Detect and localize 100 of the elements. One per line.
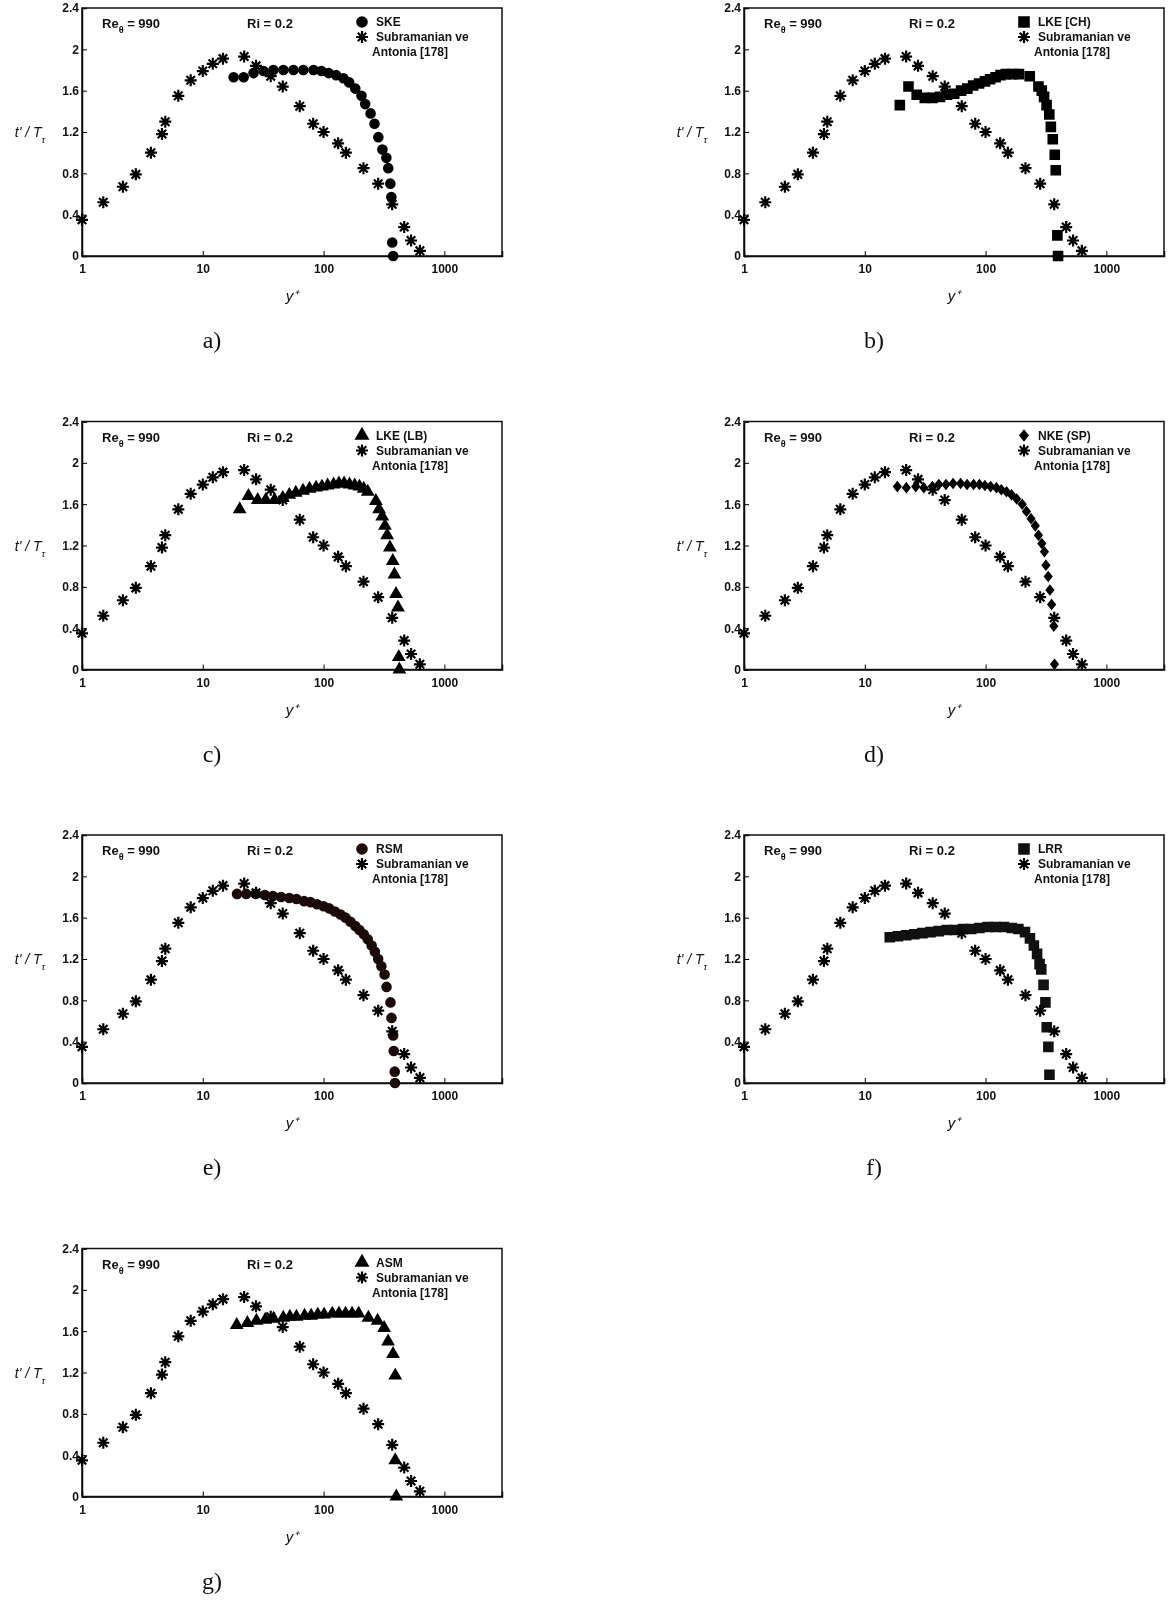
legend-label: Subramanian ve Antonia [178]	[372, 1270, 470, 1300]
text: a)	[202, 327, 222, 353]
x-tick-label: 10	[196, 1089, 211, 1104]
y-tick-label: 0.8	[62, 166, 80, 181]
annotation: Ri = 0.2	[247, 429, 293, 445]
y-tick-label: 2.4	[724, 414, 742, 429]
x-tick-label: 1	[741, 1089, 749, 1104]
x-tick-label: 1000	[431, 1089, 459, 1104]
y-tick-label: 2.4	[724, 828, 742, 843]
y-tick-label: 0.8	[62, 993, 80, 1008]
annotation: Ri = 0.2	[909, 843, 955, 858]
y-tick-label: 1.6	[724, 911, 742, 926]
x-axis-title: y⁺	[946, 287, 963, 304]
y-tick-label: 2.4	[62, 1, 80, 16]
y-axis-title: t' / T$_{τ}$	[676, 951, 709, 972]
x-tick-label: 1	[79, 262, 87, 277]
legend-label: Subramanian ve Antonia [178]	[1034, 857, 1132, 886]
y-axis-title: t' / T$_{τ}$	[676, 537, 709, 558]
y-tick-label: 0.8	[724, 166, 742, 181]
y-tick-label: 2	[72, 1283, 80, 1298]
y-tick-label: 2	[734, 456, 742, 471]
annotation: Ri = 0.2	[247, 16, 293, 31]
legend-label: Subramanian ve Antonia [178]	[372, 857, 470, 886]
y-tick-label: 1.2	[62, 1365, 80, 1380]
x-axis-title: y⁺	[946, 700, 963, 718]
x-tick-label: 100	[314, 1502, 335, 1517]
y-tick-label: 2.4	[62, 414, 80, 429]
y-tick-label: 2	[72, 869, 80, 884]
legend-label: Subramanian ve Antonia [178]	[1034, 30, 1132, 59]
y-tick-label: 0.4	[724, 621, 742, 636]
y-tick-label: 1.6	[62, 911, 80, 926]
y-axis-title: t' / T$_{τ}$	[676, 124, 709, 145]
y-tick-label: 2	[734, 869, 742, 884]
annotation: Re$_{θ}$ = 990	[764, 16, 823, 35]
x-tick-label: 100	[976, 1089, 997, 1104]
y-tick-label: 0	[72, 662, 80, 677]
text: c)	[202, 740, 222, 767]
y-tick-label: 0.4	[724, 1035, 742, 1050]
y-tick-label: 1.2	[724, 125, 742, 140]
y-tick-label: 2	[72, 42, 80, 57]
y-tick-label: 0.4	[62, 208, 80, 223]
x-tick-label: 10	[858, 1089, 873, 1104]
x-tick-label: 1000	[1093, 675, 1121, 690]
y-tick-label: 0.8	[724, 993, 742, 1008]
y-tick-label: 0.4	[724, 208, 742, 223]
y-tick-label: 0.4	[62, 1035, 80, 1050]
x-axis-title: y⁺	[284, 287, 301, 304]
y-tick-label: 1.6	[62, 1324, 80, 1339]
annotation: Ri = 0.2	[247, 1256, 293, 1272]
y-tick-label: 2.4	[62, 828, 80, 843]
y-tick-label: 1.2	[62, 538, 80, 553]
x-tick-label: 1000	[431, 675, 459, 690]
x-tick-label: 1000	[431, 262, 459, 277]
legend-label: Subramanian ve Antonia [178]	[372, 443, 470, 473]
x-tick-label: 100	[314, 1089, 335, 1104]
y-tick-label: 0	[734, 249, 742, 264]
y-tick-label: 1.6	[62, 84, 80, 99]
y-tick-label: 2	[72, 456, 80, 471]
y-tick-label: 0	[72, 249, 80, 264]
y-axis-title: t' / T$_{τ}$	[14, 951, 47, 972]
y-tick-label: 0	[734, 1076, 742, 1091]
x-axis-title: y⁺	[946, 1114, 963, 1131]
legend-label: LRR	[1038, 842, 1063, 856]
legend-label: Subramanian ve Antonia [178]	[372, 30, 470, 59]
text: b)	[864, 327, 884, 353]
y-tick-label: 1.2	[724, 538, 742, 553]
annotation: Re$_{θ}$ = 990	[102, 429, 161, 449]
y-tick-label: 0.4	[62, 621, 80, 636]
x-tick-label: 1000	[1093, 1089, 1121, 1104]
x-tick-label: 1	[79, 1502, 87, 1517]
y-tick-label: 2.4	[724, 1, 742, 16]
x-tick-label: 1000	[1093, 262, 1121, 277]
y-tick-label: 1.2	[62, 952, 80, 967]
x-tick-label: 1	[741, 262, 749, 277]
y-tick-label: 0.4	[62, 1448, 80, 1463]
text: d)	[864, 740, 884, 767]
text: g)	[202, 1567, 222, 1594]
legend-label: LKE (LB)	[376, 428, 428, 443]
y-tick-label: 2.4	[62, 1241, 80, 1256]
y-tick-label: 1.6	[724, 497, 742, 512]
annotation: Ri = 0.2	[909, 429, 955, 445]
y-axis-title: t' / T$_{τ}$	[14, 124, 47, 145]
x-tick-label: 100	[976, 675, 997, 690]
text: f)	[866, 1154, 882, 1180]
legend-label: Subramanian ve Antonia [178]	[1034, 443, 1132, 473]
y-tick-label: 0.8	[62, 1407, 80, 1422]
legend-label: SKE	[376, 15, 401, 29]
text: e)	[202, 1154, 222, 1180]
x-tick-label: 1000	[431, 1502, 459, 1517]
y-tick-label: 0	[72, 1489, 80, 1504]
legend-label: RSM	[376, 842, 403, 856]
legend-label: NKE (SP)	[1038, 428, 1091, 443]
x-tick-label: 100	[314, 675, 335, 690]
annotation: Ri = 0.2	[247, 843, 293, 858]
annotation: Ri = 0.2	[909, 16, 955, 31]
y-tick-label: 0.8	[724, 580, 742, 595]
x-tick-label: 10	[196, 675, 211, 690]
annotation: Re$_{θ}$ = 990	[102, 16, 161, 35]
x-tick-label: 1	[741, 675, 749, 690]
legend-label: ASM	[376, 1255, 403, 1270]
